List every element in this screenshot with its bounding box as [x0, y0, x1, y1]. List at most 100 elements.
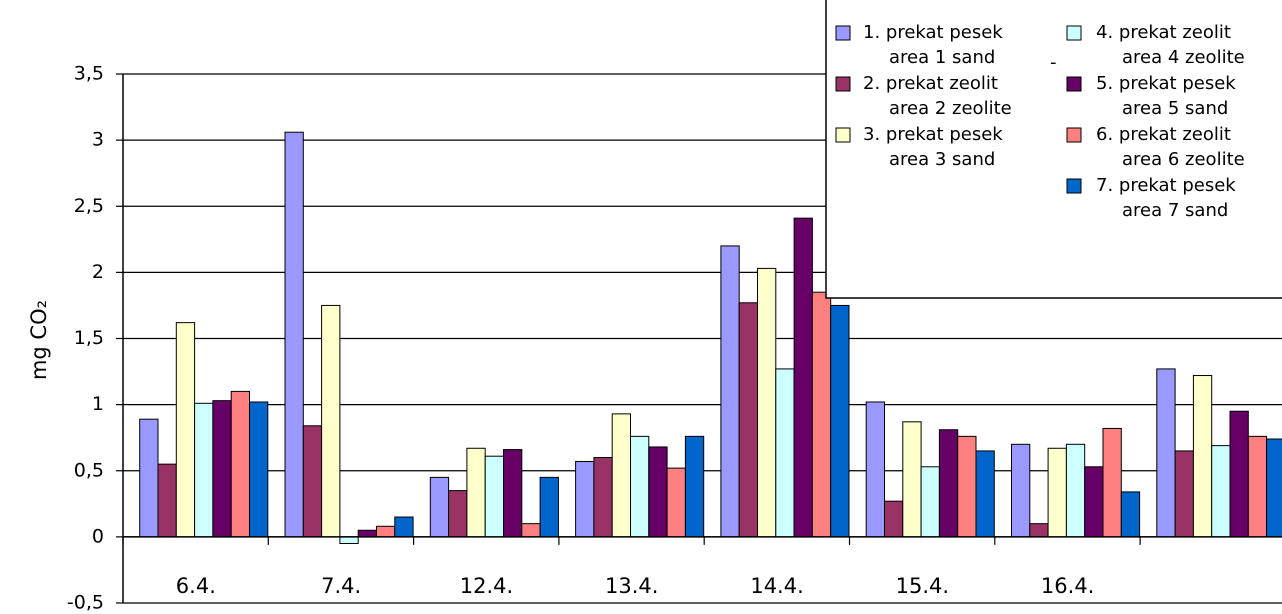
bar — [284, 131, 304, 538]
bar — [448, 490, 468, 538]
y-tick-label: 3,5 — [74, 63, 104, 85]
legend: 1. prekat pesek area 1 sand 2. prekat zeol… — [825, 0, 1282, 299]
legend-label-line2: area 7 sand — [1122, 200, 1228, 221]
plot-area — [123, 73, 1282, 604]
bar — [957, 435, 977, 538]
bar — [865, 401, 886, 538]
x-tick-label: 12.4. — [460, 574, 513, 598]
y-tick-label: 3 — [92, 129, 104, 151]
x-tick-label: 15.4. — [896, 574, 949, 598]
legend-label-line2: area 6 zeolite — [1122, 149, 1245, 170]
legend-label: 2. prekat zeolit — [863, 73, 998, 94]
bar — [1120, 491, 1141, 538]
legend-swatch — [1066, 25, 1082, 41]
bar — [1029, 523, 1049, 538]
bar — [194, 402, 214, 538]
legend-label-line2: area 2 zeolite — [889, 98, 1012, 119]
bar — [1011, 443, 1031, 538]
bar — [902, 421, 922, 538]
legend-swatch — [835, 25, 851, 41]
bar — [175, 322, 196, 538]
bar — [1102, 427, 1122, 538]
y-tick-label: 0,5 — [74, 459, 104, 481]
bar — [975, 450, 995, 538]
bar — [539, 476, 559, 538]
x-axis: 6.4. 7.4. 12.4. 13.4. 14.4. 15.4. 16.4. — [122, 536, 1282, 598]
bar — [1084, 466, 1104, 538]
legend-label: 5. prekat pesek — [1096, 73, 1236, 94]
y-axis: 3,5 3 2,5 2 1,5 1 0,5 0 -0,5 — [67, 63, 124, 614]
legend-label: 4. prekat zeolit — [1096, 22, 1231, 43]
bar — [1229, 410, 1249, 538]
bar — [666, 467, 686, 538]
bar — [157, 463, 177, 538]
bar — [630, 435, 650, 538]
bar — [521, 523, 541, 538]
bar — [775, 368, 795, 538]
bar — [321, 304, 341, 538]
bar — [212, 400, 232, 538]
legend-label-line2: area 5 sand — [1122, 98, 1228, 119]
bar — [429, 476, 450, 538]
legend-box — [825, 0, 1282, 299]
bar — [1174, 450, 1194, 538]
bar — [139, 418, 159, 538]
y-tick-label: 0 — [92, 525, 104, 547]
legend-swatch — [835, 76, 851, 92]
bar — [357, 529, 378, 538]
bar — [1266, 438, 1282, 538]
bar — [811, 291, 832, 538]
legend-swatch — [1066, 178, 1082, 194]
legend-label-line2: area 3 sand — [889, 149, 995, 170]
y-tick-label: 2 — [92, 261, 104, 283]
bar — [684, 435, 705, 538]
bar — [302, 425, 323, 538]
legend-stray-mark: - — [1050, 52, 1057, 73]
x-tick-label: 14.4. — [750, 574, 803, 598]
bar — [720, 245, 740, 538]
y-tick-label: 2,5 — [74, 195, 104, 217]
bar — [884, 500, 904, 538]
bar — [1192, 375, 1213, 538]
bar — [339, 536, 359, 544]
bar — [466, 447, 486, 538]
legend-swatch — [835, 127, 851, 143]
bar — [611, 413, 632, 538]
x-tick-label: 7.4. — [321, 574, 361, 598]
legend-label: 3. prekat pesek — [863, 124, 1003, 145]
bar — [593, 457, 613, 538]
y-tick-label: -0,5 — [67, 592, 104, 614]
y-tick-label: 1,5 — [74, 327, 104, 349]
bar — [376, 525, 396, 538]
legend-swatch — [1066, 76, 1082, 92]
y-tick-label: 1 — [92, 393, 104, 415]
legend-label: 6. prekat zeolit — [1096, 124, 1231, 145]
legend-label: 7. prekat pesek — [1096, 175, 1236, 196]
bar — [1247, 435, 1268, 538]
bar — [793, 217, 813, 538]
legend-label: 1. prekat pesek — [863, 22, 1003, 43]
bar — [575, 460, 595, 538]
bar — [757, 267, 777, 538]
bar — [1156, 368, 1176, 538]
bar — [830, 304, 850, 538]
bar — [938, 429, 959, 538]
bar — [648, 446, 668, 538]
x-tick-label: 6.4. — [176, 574, 216, 598]
bar — [394, 516, 414, 538]
bar — [1047, 447, 1067, 538]
bar — [484, 455, 505, 538]
bar — [230, 390, 250, 538]
legend-label-line2: area 1 sand — [889, 47, 995, 68]
bar — [738, 302, 759, 538]
x-tick-label: 13.4. — [605, 574, 658, 598]
y-axis-title: mg CO₂ — [27, 300, 51, 380]
bar — [1065, 443, 1086, 538]
legend-label-line2: area 4 zeolite — [1122, 47, 1245, 68]
bar — [1211, 445, 1231, 538]
legend-swatch — [1066, 127, 1082, 143]
bar — [249, 401, 269, 538]
x-tick-label: 16.4. — [1041, 574, 1094, 598]
bar — [920, 466, 940, 538]
